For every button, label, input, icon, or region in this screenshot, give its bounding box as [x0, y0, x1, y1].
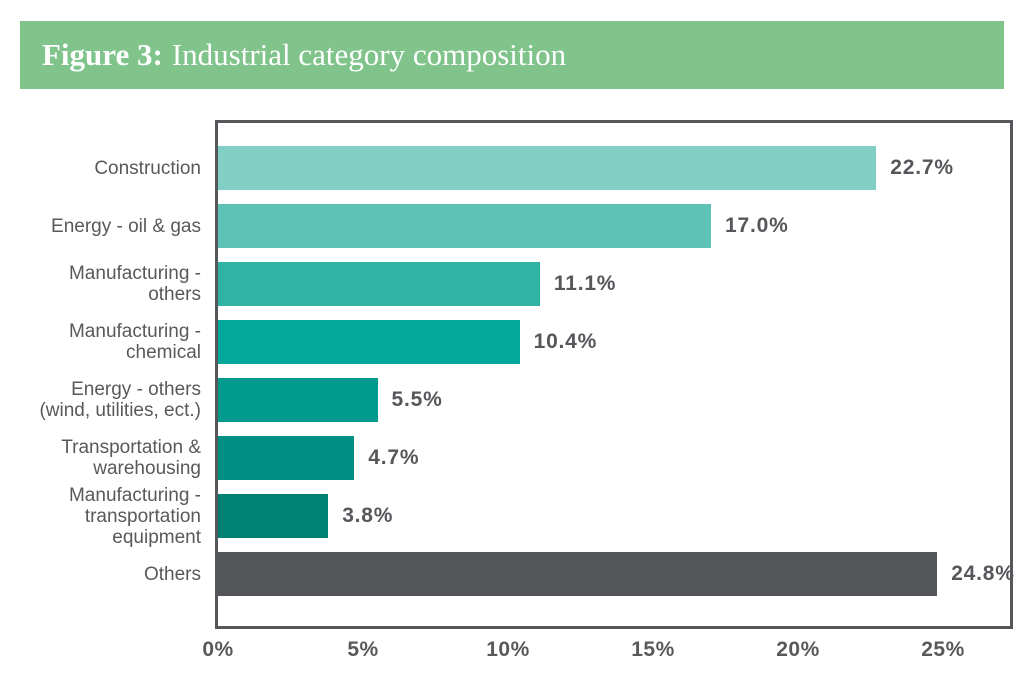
value-label: 11.1%: [553, 272, 617, 295]
chart-row: Transportation & warehousing 4.7%: [20, 429, 1013, 487]
x-tick-label: 20%: [776, 638, 820, 661]
value-label: 3.8%: [342, 504, 394, 527]
bar-area: 4.7%: [215, 429, 1013, 487]
bar-area: 3.8%: [215, 487, 1013, 545]
bar: [218, 262, 540, 306]
chart-row: Manufacturing - others 11.1%: [20, 255, 1013, 313]
category-label: Manufacturing - others: [68, 263, 201, 305]
bar: [218, 320, 520, 364]
figure-number-label: Figure 3:: [42, 37, 163, 72]
chart-row: Construction 22.7%: [20, 139, 1013, 197]
x-tick-label: 0%: [202, 638, 234, 661]
bar: [218, 378, 378, 422]
category-label: Transportation & warehousing: [61, 437, 201, 479]
bar: [218, 146, 877, 190]
chart-row: Others 24.8%: [20, 545, 1015, 603]
category-label: Energy - oil & gas: [51, 215, 201, 237]
category-label: Energy - others (wind, utilities, ect.): [39, 379, 201, 421]
value-label: 10.4%: [533, 330, 598, 353]
value-label: 24.8%: [951, 562, 1015, 585]
bar: [218, 494, 329, 538]
value-label: 5.5%: [391, 388, 443, 411]
bar: [218, 436, 355, 480]
x-tick-label: 15%: [631, 638, 675, 661]
x-tick-label: 5%: [347, 638, 379, 661]
x-tick-label: 10%: [486, 638, 530, 661]
category-label: Construction: [94, 157, 201, 179]
bar-area: 17.0%: [215, 197, 1013, 255]
bar-chart: Construction 22.7% Energy - oil & gas 17.0%…: [20, 120, 1015, 629]
category-label: Manufacturing - chemical: [68, 321, 201, 363]
chart-row: Energy - others (wind, utilities, ect.) 5…: [20, 371, 1013, 429]
bar-area: 11.1%: [215, 255, 1013, 313]
figure-title-text: Industrial category composition: [171, 37, 567, 72]
bar-area: 24.8%: [215, 545, 1015, 603]
category-label: Others: [143, 563, 201, 585]
x-axis: 0% 5% 10% 15% 20% 25%: [202, 638, 1013, 668]
bar-area: 22.7%: [215, 139, 1013, 197]
value-label: 22.7%: [890, 156, 954, 179]
chart-rows: Construction 22.7% Energy - oil & gas 17.0%…: [20, 139, 1015, 603]
value-label: 4.7%: [368, 446, 420, 469]
chart-row: Energy - oil & gas 17.0%: [20, 197, 1013, 255]
value-label: 17.0%: [725, 214, 789, 237]
bar: [218, 552, 938, 596]
bar-area: 10.4%: [215, 313, 1013, 371]
x-tick-label: 25%: [921, 638, 965, 661]
chart-row: Manufacturing - transportation equipment…: [20, 484, 1013, 548]
chart-row: Manufacturing - chemical 10.4%: [20, 313, 1013, 371]
category-label: Manufacturing - transportation equipment: [68, 484, 201, 548]
figure-title-banner: Figure 3: Industrial category compositio…: [20, 21, 1004, 89]
bar-area: 5.5%: [215, 371, 1013, 429]
bar: [218, 204, 711, 248]
